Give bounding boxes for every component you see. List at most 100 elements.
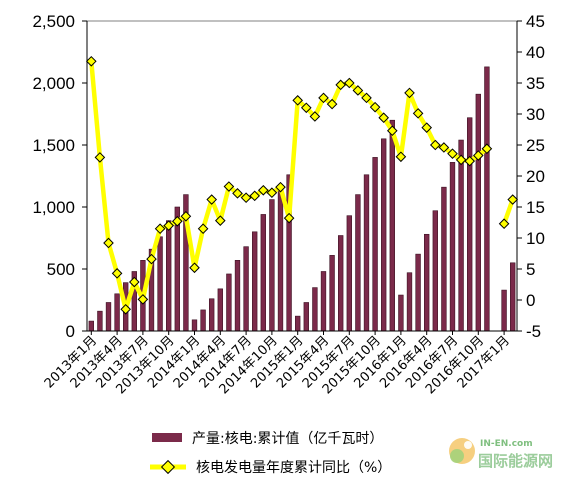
line-point-2016年2月 <box>404 87 415 99</box>
bar-2013年9月 <box>157 236 163 332</box>
line-point-2013年1月 <box>85 55 97 67</box>
line-point-2013年5月 <box>120 303 132 315</box>
right-axis-tick-label: 15 <box>526 198 545 217</box>
bar-2014年1月 <box>191 319 198 332</box>
bar-2015年4月 <box>320 271 327 332</box>
line-point-2015年2月 <box>300 102 312 114</box>
line-point-2014年7月 <box>240 192 252 204</box>
right-axis-tick-label: 20 <box>526 167 545 186</box>
bar-2014年2月 <box>200 309 206 332</box>
bar-2015年7月 <box>346 215 352 332</box>
bar-2015年12月 <box>389 119 395 332</box>
watermark: IN-EN.com 国际能源网 <box>449 438 553 470</box>
bar-2016年4月 <box>424 233 430 332</box>
bar-2016年11月 <box>484 66 490 332</box>
bar-2016年7月 <box>449 162 456 332</box>
legend-bar-label: 产量:核电:累计值（亿千瓦时） <box>192 431 383 447</box>
line-point-2016年9月 <box>464 155 476 167</box>
line-point-2014年10月 <box>266 187 278 199</box>
line-point-2015年7月 <box>343 77 355 89</box>
watermark-logo-icon <box>449 438 475 464</box>
bar-2016年1月 <box>398 294 404 332</box>
line-point-2015年3月 <box>309 111 321 122</box>
line-point-2014年9月 <box>257 184 269 196</box>
left-axis-tick-label: 0 <box>66 322 75 341</box>
bar-2013年2月 <box>97 310 103 332</box>
bar-2016年6月 <box>441 186 447 332</box>
right-axis-tick-label: 5 <box>526 260 535 279</box>
left-axis-tick-label: 2,500 <box>32 12 75 31</box>
line-point-2016年7月 <box>447 148 458 159</box>
right-axis-tick-label: 10 <box>526 229 545 248</box>
line-point-2014年5月 <box>223 181 235 192</box>
line-point-2014年8月 <box>249 190 261 202</box>
bar-2014年11月 <box>277 186 284 332</box>
bar-2013年4月 <box>114 293 120 332</box>
legend: 产量:核电:累计值（亿千瓦时） 核电发电量年度累计同比（%） <box>150 431 391 476</box>
line-point-2014年12月 <box>283 212 295 224</box>
bar-2016年3月 <box>415 253 421 332</box>
legend-line-label: 核电发电量年度累计同比（%） <box>196 460 391 476</box>
bar-2016年5月 <box>432 210 438 332</box>
bar-2015年9月 <box>363 174 370 332</box>
right-axis: -5 0 5 10 15 20 25 30 35 40 45 <box>516 12 545 341</box>
line-point-2016年3月 <box>412 108 424 119</box>
line-point-2016年8月 <box>455 154 467 166</box>
line-point-2014年1月 <box>189 262 200 274</box>
line-point-2013年4月 <box>111 268 123 279</box>
line-segment-1 <box>501 198 515 225</box>
right-axis-tick-label: 40 <box>526 43 545 62</box>
line-point-2015年1月 <box>292 95 304 106</box>
bar-2015年5月 <box>329 255 335 332</box>
line-point-2016年1月 <box>395 151 407 163</box>
bar-2015年3月 <box>312 287 318 332</box>
watermark-domain: IN-EN.com <box>480 439 533 449</box>
line-point-2016年5月 <box>429 139 441 151</box>
line-point-2013年12月 <box>180 210 192 222</box>
bar-2016年8月 <box>458 139 464 332</box>
line-point-2014年6月 <box>232 188 243 199</box>
line-point-2016年4月 <box>421 122 433 133</box>
bar-2014年5月 <box>226 273 232 332</box>
line-point-2014年11月 <box>275 181 286 193</box>
bar-2016年9月 <box>467 117 473 332</box>
line-point-2015年9月 <box>361 92 372 104</box>
bar-2017年2月 <box>510 262 516 332</box>
line-point-2013年2月 <box>94 152 106 163</box>
bar-2014年8月 <box>252 231 258 332</box>
bar-2017年1月 <box>501 289 507 332</box>
bar-2014年7月 <box>243 246 249 332</box>
left-axis-tick-label: 2,000 <box>32 74 75 93</box>
bar-2014年6月 <box>234 260 241 332</box>
line-point-2013年10月 <box>163 220 175 231</box>
line-point-2017年1月 <box>498 218 510 230</box>
left-axis-tick-label: 1,500 <box>32 136 75 155</box>
left-axis-tick-label: 500 <box>47 260 75 279</box>
bar-2016年10月 <box>475 93 481 332</box>
right-axis-tick-label: -5 <box>526 322 541 341</box>
line-point-2015年12月 <box>386 125 398 137</box>
line-point-2015年5月 <box>326 98 338 110</box>
line-point-2015年6月 <box>335 79 347 91</box>
line-point-2013年11月 <box>171 215 183 227</box>
bar-2015年10月 <box>372 157 378 332</box>
right-axis-tick-label: 30 <box>526 105 545 124</box>
bar-2014年10月 <box>269 199 275 332</box>
right-axis-tick-label: 45 <box>526 12 545 31</box>
right-axis-tick-label: 35 <box>526 74 545 93</box>
bar-2013年3月 <box>105 302 112 332</box>
line-point-2014年2月 <box>197 223 209 235</box>
line-point-2013年6月 <box>128 276 140 288</box>
watermark-cn-name: 国际能源网 <box>478 452 553 470</box>
plot-area <box>85 20 519 332</box>
bar-2014年4月 <box>217 288 223 332</box>
line-point-2015年11月 <box>378 112 390 124</box>
bar-2015年8月 <box>355 194 361 332</box>
bar-2013年1月 <box>88 320 94 332</box>
bar-2014年9月 <box>260 214 266 332</box>
bar-2013年10月 <box>166 220 172 332</box>
line-point-2013年3月 <box>103 237 114 249</box>
bar-2015年2月 <box>303 302 309 332</box>
legend-line-marker <box>160 459 176 475</box>
